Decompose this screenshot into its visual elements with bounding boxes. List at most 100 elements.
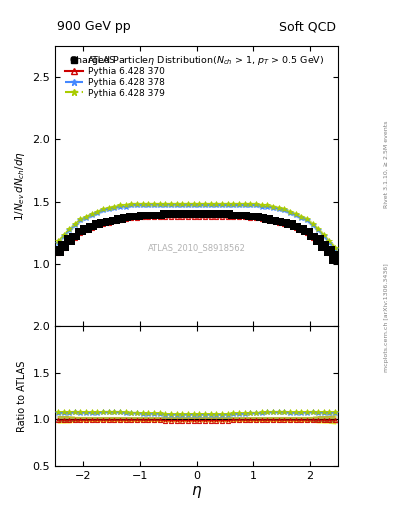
Bar — [52, 246, 64, 257]
Bar — [114, 215, 126, 223]
Bar — [307, 232, 318, 240]
Bar — [279, 219, 290, 226]
Bar — [103, 417, 114, 421]
Bar — [171, 210, 182, 218]
Bar — [256, 214, 267, 222]
Bar — [228, 211, 239, 219]
Bar — [86, 223, 97, 230]
Bar — [92, 220, 103, 228]
Bar — [126, 213, 137, 220]
Bar — [324, 416, 335, 423]
Bar — [256, 417, 267, 421]
Bar — [97, 417, 109, 421]
Bar — [103, 218, 114, 225]
Text: ATLAS_2010_S8918562: ATLAS_2010_S8918562 — [147, 243, 246, 252]
Bar — [160, 210, 171, 218]
Bar — [81, 225, 92, 232]
Bar — [171, 417, 182, 421]
Text: Rivet 3.1.10, ≥ 2.5M events: Rivet 3.1.10, ≥ 2.5M events — [384, 120, 389, 207]
Bar — [52, 416, 64, 423]
Y-axis label: $1/N_{ev}\,dN_{ch}/d\eta$: $1/N_{ev}\,dN_{ch}/d\eta$ — [13, 151, 27, 221]
Bar — [284, 220, 296, 228]
Bar — [137, 417, 149, 421]
Text: Soft QCD: Soft QCD — [279, 20, 336, 33]
Bar — [262, 215, 273, 223]
Bar — [216, 417, 228, 421]
Bar — [262, 417, 273, 421]
Bar — [126, 417, 137, 421]
Bar — [177, 210, 188, 218]
Bar — [216, 210, 228, 218]
Bar — [120, 214, 131, 222]
Bar — [244, 213, 256, 220]
Bar — [267, 417, 279, 421]
Bar — [284, 417, 296, 421]
Bar — [188, 210, 199, 218]
Bar — [137, 211, 149, 219]
Bar — [329, 415, 341, 424]
Bar — [75, 417, 86, 421]
Bar — [228, 417, 239, 421]
Bar — [279, 417, 290, 421]
Text: mcplots.cern.ch [arXiv:1306.3436]: mcplots.cern.ch [arXiv:1306.3436] — [384, 263, 389, 372]
Bar — [58, 241, 69, 251]
Bar — [233, 417, 244, 421]
Bar — [143, 417, 154, 421]
Bar — [211, 210, 222, 218]
Bar — [222, 417, 233, 421]
Bar — [301, 417, 312, 421]
Text: 900 GeV pp: 900 GeV pp — [57, 20, 130, 33]
Bar — [301, 228, 312, 235]
Bar — [131, 213, 143, 220]
Bar — [64, 235, 75, 245]
Bar — [273, 417, 284, 421]
Bar — [143, 211, 154, 219]
Bar — [194, 210, 205, 218]
X-axis label: $\eta$: $\eta$ — [191, 483, 202, 500]
Bar — [69, 417, 81, 421]
Bar — [188, 417, 199, 421]
Bar — [120, 417, 131, 421]
Bar — [211, 417, 222, 421]
Bar — [312, 416, 324, 422]
Bar — [205, 210, 216, 218]
Bar — [318, 241, 329, 251]
Bar — [267, 217, 279, 224]
Bar — [312, 235, 324, 245]
Bar — [296, 417, 307, 421]
Bar — [109, 417, 120, 421]
Bar — [64, 416, 75, 422]
Bar — [250, 213, 262, 220]
Text: Charged Particle$\eta$ Distribution($N_{ch}$ > 1, $p_T$ > 0.5 GeV): Charged Particle$\eta$ Distribution($N_{… — [69, 54, 324, 68]
Bar — [69, 232, 81, 240]
Bar — [149, 211, 160, 219]
Bar — [290, 417, 301, 421]
Bar — [177, 417, 188, 421]
Bar — [165, 417, 177, 421]
Bar — [114, 417, 126, 421]
Bar — [329, 251, 341, 264]
Bar — [149, 417, 160, 421]
Bar — [233, 211, 244, 219]
Bar — [296, 225, 307, 232]
Bar — [154, 211, 165, 219]
Bar — [239, 417, 250, 421]
Bar — [86, 417, 97, 421]
Bar — [307, 417, 318, 421]
Bar — [194, 417, 205, 421]
Bar — [222, 210, 233, 218]
Bar — [109, 217, 120, 224]
Bar — [244, 417, 256, 421]
Bar — [131, 417, 143, 421]
Bar — [154, 417, 165, 421]
Bar — [165, 210, 177, 218]
Legend: ATLAS, Pythia 6.428 370, Pythia 6.428 378, Pythia 6.428 379: ATLAS, Pythia 6.428 370, Pythia 6.428 37… — [62, 53, 167, 100]
Bar — [199, 210, 211, 218]
Bar — [199, 417, 211, 421]
Bar — [318, 416, 329, 422]
Y-axis label: Ratio to ATLAS: Ratio to ATLAS — [17, 360, 27, 432]
Bar — [324, 246, 335, 257]
Bar — [81, 417, 92, 421]
Bar — [205, 417, 216, 421]
Bar — [239, 211, 250, 219]
